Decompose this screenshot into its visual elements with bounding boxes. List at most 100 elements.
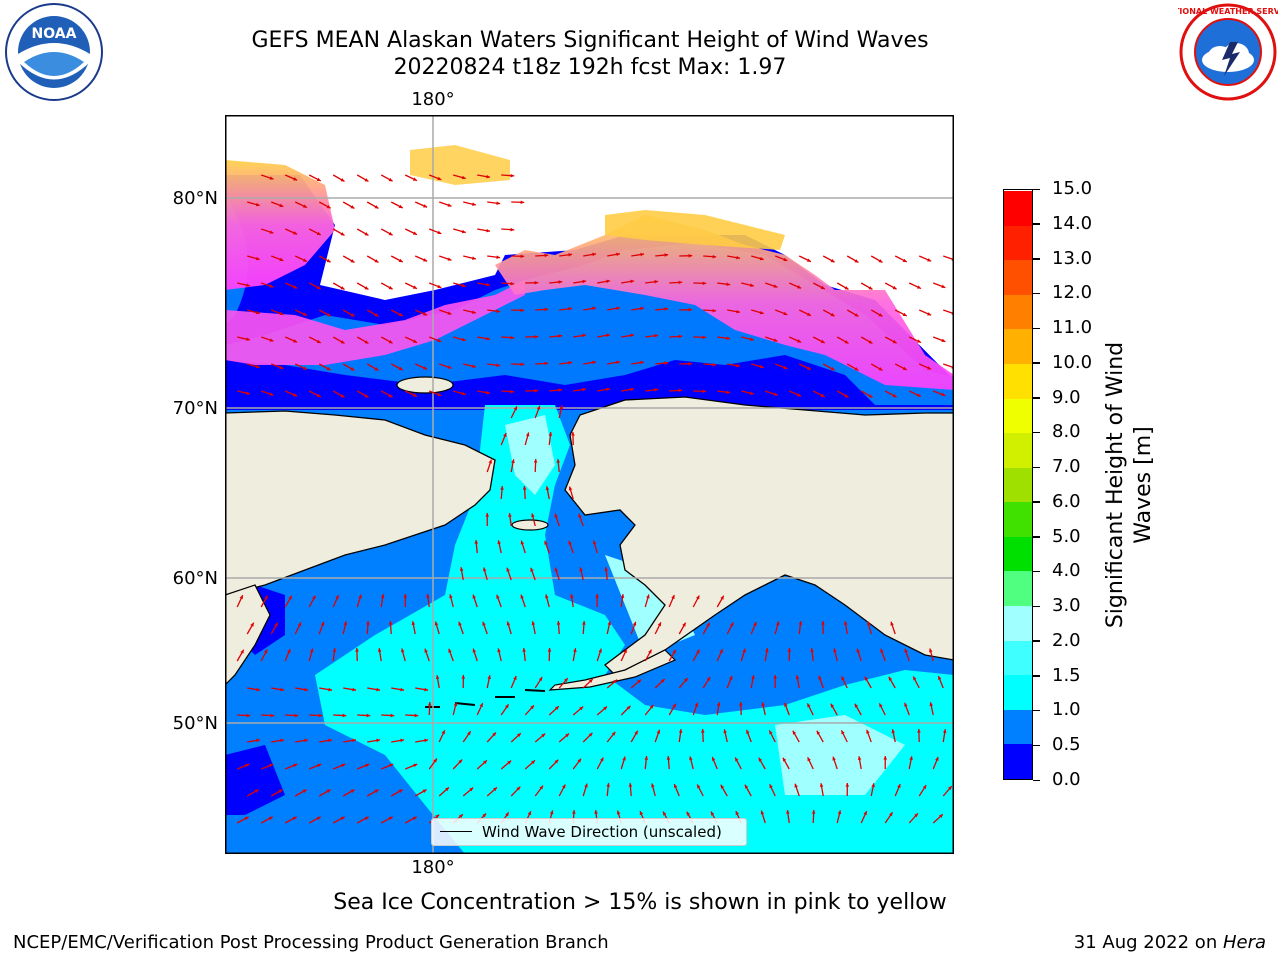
wave-arrow-head — [603, 706, 608, 711]
sea-ice-note: Sea Ice Concentration > 15% is shown in … — [333, 890, 947, 915]
wave-arrow-head — [616, 252, 621, 257]
wave-arrow-head — [595, 594, 599, 598]
wave-arrow-head — [326, 258, 331, 263]
noaa-logo-icon: NOAA — [4, 2, 104, 102]
wave-arrow-head — [278, 789, 283, 793]
wave-arrow-head — [255, 310, 260, 315]
colorbar — [1003, 189, 1033, 780]
sea-ice-central — [495, 215, 954, 390]
colorbar-tick-mark — [1033, 362, 1040, 364]
wave-arrow-head — [445, 787, 449, 792]
wave-arrow-head — [447, 365, 452, 369]
colorbar-tick-label: 1.5 — [1052, 664, 1081, 686]
wave-arrow-head — [506, 621, 511, 626]
wave-arrow-head — [486, 390, 491, 395]
wave-arrow-head — [702, 335, 707, 340]
wave-arrow-head — [657, 622, 661, 627]
wave-arrow-head — [843, 621, 848, 625]
wave-arrow-head — [784, 702, 788, 707]
wave-arrow-head — [632, 621, 637, 626]
wave-arrow-head — [505, 704, 509, 709]
colorbar-segment — [1004, 328, 1032, 364]
wave-arrow-head — [640, 252, 645, 257]
wave-arrow-head — [388, 285, 393, 290]
wave-arrow-head — [355, 648, 359, 652]
wave-arrow-head — [917, 729, 921, 733]
wave-arrow-head — [254, 789, 259, 793]
wave-arrow-head — [797, 339, 802, 343]
wave-arrow-head — [288, 595, 292, 600]
wave-arrow-head — [246, 713, 251, 718]
wave-arrow-head — [448, 648, 452, 653]
wave-arrow-head — [297, 622, 302, 627]
wave-arrow-head — [604, 567, 609, 571]
wave-arrow-head — [350, 205, 355, 209]
wave-arrow-head — [578, 513, 582, 518]
wave-arrow-head — [545, 594, 549, 599]
wave-arrow-head — [927, 366, 932, 370]
wave-arrow-head — [279, 311, 284, 316]
wave-arrow-head — [904, 648, 908, 653]
wave-arrow-head — [726, 282, 731, 287]
wave-arrow-head — [479, 703, 483, 708]
wave-arrow-head — [505, 812, 509, 817]
colorbar-segment — [1004, 640, 1032, 676]
wave-arrow-head — [255, 364, 260, 369]
wave-arrow-head — [544, 540, 548, 545]
wave-arrow-head — [797, 393, 802, 397]
wave-arrow-head — [773, 284, 778, 288]
wave-arrow-head — [531, 621, 536, 626]
wave-arrow-head — [854, 259, 859, 263]
wave-arrow-head — [630, 279, 635, 284]
wave-arrow-head — [350, 789, 355, 793]
wave-arrow-head — [497, 540, 501, 545]
wave-arrow-head — [648, 649, 652, 654]
wave-arrow-head — [819, 783, 824, 788]
wave-arrow-head — [549, 810, 554, 815]
wave-arrow-head — [830, 312, 835, 317]
wave-arrow-head — [582, 333, 587, 338]
wave-arrow-head — [510, 227, 515, 232]
wave-arrow-head — [556, 621, 561, 625]
wave-arrow-head — [496, 201, 501, 205]
lon-label-bottom: 180° — [411, 857, 455, 878]
wave-arrow-head — [453, 702, 458, 707]
wave-arrow-head — [588, 732, 593, 737]
wave-arrow-head — [592, 360, 597, 365]
wave-arrow-head — [916, 285, 921, 289]
colorbar-tick-mark — [1033, 536, 1040, 538]
wave-arrow-head — [294, 713, 299, 718]
sea-ice-south-west — [225, 280, 525, 365]
wave-arrow-head — [520, 254, 525, 259]
land-aleutians — [425, 689, 546, 708]
colorbar-label-line1: Significant Height of Wind — [1103, 341, 1128, 629]
wave-arrow-head — [461, 229, 466, 234]
wave-arrow-head — [795, 675, 800, 680]
wave-arrow-head — [326, 366, 331, 371]
wave-arrow-head — [486, 282, 491, 287]
wave-arrow-head — [482, 813, 487, 818]
wave-arrow-head — [525, 432, 530, 437]
wave-arrow-head — [769, 784, 773, 789]
wave-arrow-head — [376, 687, 381, 692]
wave-arrow-head — [403, 594, 408, 598]
wave-arrow-head — [916, 339, 921, 343]
wave-arrow-head — [492, 732, 496, 737]
wave-arrow-head — [513, 676, 517, 680]
wave-arrow-head — [863, 811, 867, 816]
wave-arrow-head — [902, 312, 907, 316]
wave-arrow-head — [736, 255, 741, 260]
wave-arrow-head — [316, 393, 321, 397]
wave-arrow-head — [726, 390, 731, 395]
wave-arrow-head — [616, 810, 621, 815]
wave-arrow-head — [458, 621, 462, 626]
wave-arrow-head — [568, 540, 572, 545]
wave-arrow-head — [352, 738, 357, 743]
wave-arrow-head — [412, 816, 417, 821]
wave-arrow-head — [467, 731, 471, 736]
colorbar-tick-label: 15.0 — [1052, 178, 1093, 199]
wave-arrow-head — [857, 756, 862, 761]
wave-arrow-head — [316, 285, 321, 289]
wave-arrow-head — [471, 202, 476, 206]
wave-arrow-head — [507, 760, 512, 765]
